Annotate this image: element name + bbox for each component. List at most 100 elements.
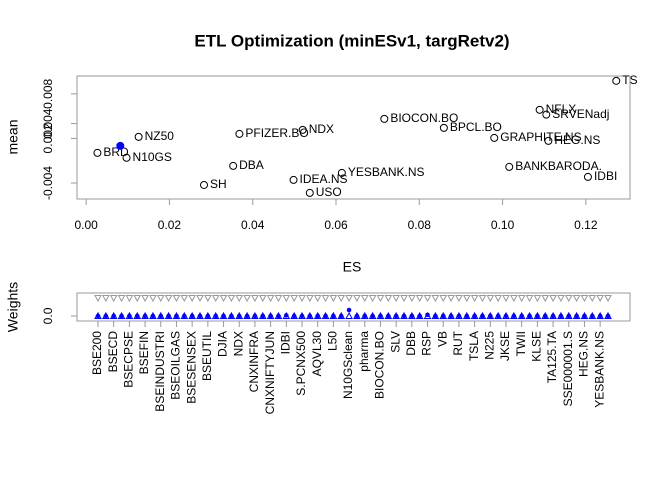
lower-bound bbox=[447, 311, 455, 319]
upper-bound bbox=[525, 295, 534, 303]
point bbox=[490, 133, 499, 142]
y-tick-label: 0.0 bbox=[41, 307, 55, 324]
upper-bound bbox=[290, 295, 298, 303]
upper-bound bbox=[439, 295, 448, 303]
lower-bound bbox=[219, 311, 228, 319]
upper-bound bbox=[478, 295, 487, 303]
point-label: IDEA.NS bbox=[300, 172, 348, 186]
point bbox=[505, 162, 514, 171]
upper-bound bbox=[258, 295, 267, 303]
upper-bound bbox=[588, 295, 597, 303]
lower-bound bbox=[572, 311, 581, 319]
upper-bound bbox=[313, 295, 322, 303]
point bbox=[439, 123, 448, 132]
upper-bound bbox=[517, 295, 526, 303]
lower-bound bbox=[557, 311, 565, 319]
upper-bound bbox=[502, 295, 510, 303]
point-label: NDX bbox=[309, 122, 334, 136]
x-tick-label: BSEINDUSTRI bbox=[153, 331, 167, 412]
point bbox=[380, 114, 389, 123]
lower-bound bbox=[462, 311, 471, 319]
upper-bound bbox=[549, 295, 557, 303]
upper-bound bbox=[564, 295, 573, 303]
point-label: USO bbox=[316, 185, 342, 199]
y-axis-label: mean bbox=[5, 119, 21, 154]
upper-bound bbox=[470, 295, 479, 303]
lower-bound bbox=[486, 311, 495, 319]
upper-bound bbox=[235, 295, 244, 303]
upper-bound bbox=[360, 295, 369, 303]
upper-bound bbox=[337, 295, 346, 303]
x-tick-label: TA125.TA bbox=[545, 331, 559, 383]
point bbox=[544, 136, 553, 145]
point bbox=[134, 132, 143, 141]
upper-bound bbox=[541, 295, 550, 303]
lower-bound bbox=[321, 311, 330, 319]
upper-bound bbox=[117, 295, 126, 303]
upper-bound bbox=[251, 295, 259, 303]
upper-bound bbox=[102, 295, 110, 303]
x-tick-label: RUT bbox=[451, 330, 465, 355]
lower-bound bbox=[502, 311, 510, 319]
lower-bound bbox=[125, 311, 134, 319]
upper-bound bbox=[462, 295, 471, 303]
upper-bound bbox=[321, 295, 330, 303]
lower-bound bbox=[439, 311, 448, 319]
x-tick-label: KLSE bbox=[530, 331, 544, 362]
point-label: YESBANK.NS bbox=[348, 165, 425, 179]
x-tick-label: BSE200 bbox=[90, 331, 104, 375]
upper-bound bbox=[204, 295, 212, 303]
lower-bound bbox=[455, 311, 463, 319]
lower-bound bbox=[164, 311, 173, 319]
lower-bound bbox=[345, 311, 353, 319]
upper-bound bbox=[149, 295, 157, 303]
chart-title: ETL Optimization (minESv1, targRetv2) bbox=[194, 31, 509, 50]
upper-bound bbox=[596, 295, 604, 303]
x-tick-label: 0.04 bbox=[241, 218, 265, 232]
lower-bound bbox=[470, 311, 479, 319]
lower-bound bbox=[376, 311, 385, 319]
point-label: SH bbox=[210, 177, 227, 191]
x-tick-label: N10GSclean bbox=[341, 331, 355, 399]
x-tick-label: RSP bbox=[420, 331, 434, 356]
lower-bound bbox=[180, 311, 189, 319]
point bbox=[583, 172, 592, 181]
lower-bound bbox=[517, 311, 526, 319]
point bbox=[235, 129, 244, 138]
lower-bound bbox=[533, 311, 542, 319]
x-tick-label: BSECPSE bbox=[122, 331, 136, 388]
lower-bound bbox=[141, 311, 149, 319]
lower-bound bbox=[102, 311, 110, 319]
upper-bound bbox=[164, 295, 173, 303]
y-tick-label: 0.008 bbox=[41, 78, 55, 108]
lower-bound bbox=[510, 311, 518, 319]
y-tick-label: -0.004 bbox=[41, 166, 55, 200]
upper-bound bbox=[298, 295, 306, 303]
lower-bound bbox=[227, 311, 236, 319]
x-tick-label: pharma bbox=[357, 331, 371, 372]
x-tick-label: N225 bbox=[482, 331, 496, 360]
lower-bound bbox=[251, 311, 259, 319]
lower-bound bbox=[329, 311, 338, 319]
x-tick-label: TSLA bbox=[467, 331, 481, 361]
lower-bound bbox=[415, 311, 424, 319]
upper-bound bbox=[133, 295, 142, 303]
upper-bound bbox=[408, 295, 416, 303]
lower-bound bbox=[235, 311, 244, 319]
x-tick-label: 0.08 bbox=[408, 218, 432, 232]
upper-bound bbox=[94, 295, 102, 303]
upper-bound bbox=[353, 295, 361, 303]
upper-bound bbox=[384, 295, 393, 303]
upper-bound bbox=[219, 295, 228, 303]
upper-bound bbox=[604, 295, 612, 303]
x-tick-label: BSESENSEX bbox=[184, 331, 198, 404]
lower-bound bbox=[368, 311, 377, 319]
lower-bound bbox=[243, 311, 251, 319]
lower-bound bbox=[258, 311, 267, 319]
plot-frame bbox=[76, 292, 631, 322]
point bbox=[116, 141, 125, 150]
upper-bound bbox=[274, 295, 283, 303]
upper-bound bbox=[306, 295, 314, 303]
upper-bound bbox=[156, 295, 165, 303]
